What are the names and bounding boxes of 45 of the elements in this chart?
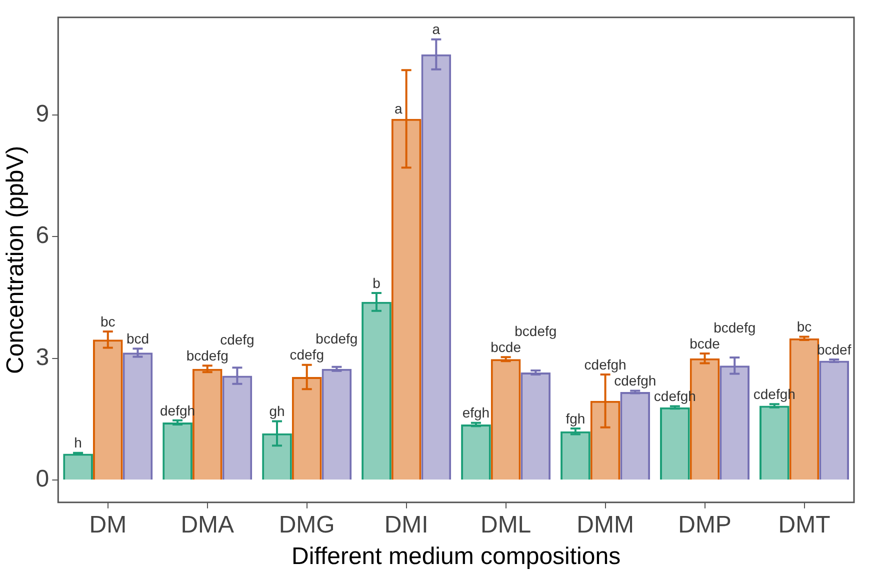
- x-tick-label: DMM: [576, 511, 634, 538]
- data-label: bc: [796, 318, 812, 335]
- bar: [322, 368, 352, 480]
- data-label: bc: [100, 313, 116, 330]
- y-axis-title: Concentration (ppbV): [2, 146, 30, 374]
- x-tick-label: DMT: [778, 511, 831, 538]
- bar: [759, 406, 790, 480]
- data-label: bcde: [490, 338, 522, 355]
- y-tick-label: 3: [36, 344, 50, 371]
- data-label: bcdefg: [514, 322, 557, 339]
- data-label: b: [372, 274, 381, 291]
- data-label: a: [432, 21, 440, 38]
- x-axis-title: Different medium compositions: [292, 543, 621, 570]
- bar: [660, 407, 690, 480]
- data-label: efgh: [462, 404, 490, 421]
- bar: [620, 392, 650, 480]
- x-tick-label: DMI: [384, 511, 428, 538]
- data-label: cdefgh: [614, 372, 656, 389]
- data-label: bcde: [690, 335, 720, 352]
- x-tick-label: DMA: [180, 511, 234, 538]
- x-tick-label: DML: [480, 511, 532, 538]
- data-label: fgh: [566, 410, 586, 426]
- data-label: gh: [269, 403, 285, 420]
- data-label: a: [394, 100, 403, 117]
- y-tick-label: 9: [36, 100, 50, 128]
- bar: [490, 359, 521, 480]
- x-tick-label: DM: [89, 511, 127, 538]
- data-label: cdefg: [220, 331, 254, 348]
- bar: [819, 360, 850, 480]
- data-label: bcdefg: [316, 330, 358, 347]
- data-label: bcdefg: [714, 319, 756, 336]
- bar: [162, 422, 192, 480]
- y-tick-label: 0: [36, 466, 50, 493]
- data-label: bcdefg: [186, 347, 228, 364]
- bar: [560, 431, 590, 480]
- bar: [520, 372, 551, 480]
- x-tick-label: DMP: [678, 511, 732, 538]
- data-label: h: [74, 434, 82, 451]
- data-label: cdefg: [290, 346, 324, 363]
- data-label: bcd: [126, 330, 150, 346]
- x-tick-label: DMG: [278, 511, 335, 538]
- bar: [461, 424, 491, 480]
- y-tick-label: 6: [36, 222, 50, 250]
- data-label: cdefgh: [584, 356, 626, 372]
- bar: [63, 454, 93, 480]
